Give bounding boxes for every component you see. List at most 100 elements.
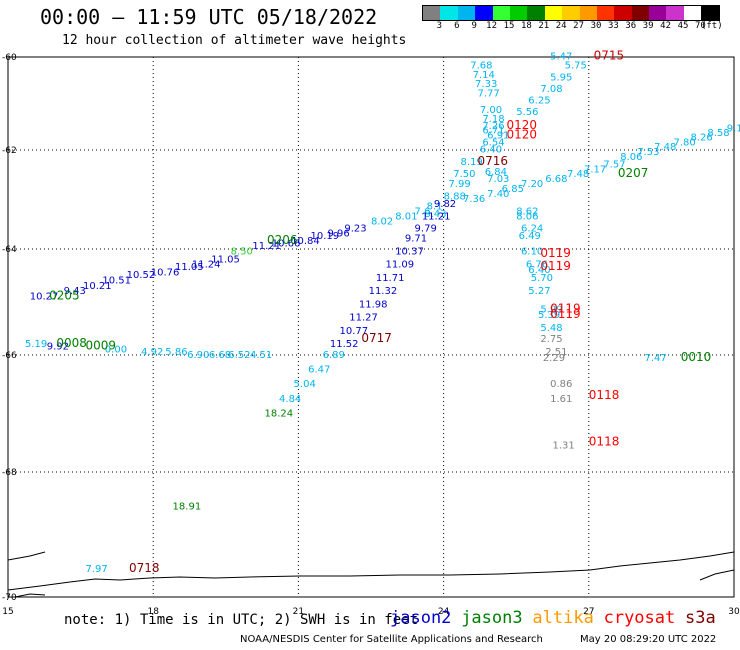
wave-height-value: 11.21 (252, 241, 281, 252)
wave-height-value: 7.68 (470, 61, 492, 72)
wave-height-value: 1.31 (553, 441, 575, 452)
wave-height-value: 6.91 (487, 130, 509, 141)
legend-jason3: jason3 (461, 608, 523, 628)
wave-height-value: 5.56 (516, 107, 538, 118)
lat-tick-label: -70 (2, 593, 17, 603)
colorbar-tick-label: 12 (486, 21, 498, 31)
wave-height-value: 10.21 (83, 281, 112, 292)
lon-tick-label: 21 (293, 607, 304, 617)
wave-height-value: 7.6 (415, 206, 431, 217)
wave-height-value: 5.19 (25, 339, 47, 350)
wave-height-value: 6.54 (482, 137, 504, 148)
wave-height-value: 8.06 (516, 211, 538, 222)
wave-height-value: 9.79 (415, 224, 437, 235)
wave-height-value: 10.66 (272, 239, 301, 250)
wave-height-value: 8.1 (427, 201, 443, 212)
colorbar-swatch (562, 6, 580, 20)
wave-height-value: 8.88 (444, 192, 466, 203)
wave-height-value: 8.06 (620, 152, 642, 163)
wave-height-value: 4.84 (279, 394, 301, 405)
wave-height-value: 6.90 (187, 350, 209, 361)
colorbar-swatch (492, 6, 510, 20)
wave-height-value: 10.76 (151, 268, 180, 279)
pass-time-label: 0119 (550, 302, 581, 316)
colorbar-swatch (666, 6, 684, 20)
wave-height-value: 2.29 (543, 353, 565, 364)
wave-height-value: 11.27 (349, 313, 378, 324)
wave-height-value: 11.09 (386, 260, 415, 271)
wave-height-value: 7.57 (603, 159, 625, 170)
wave-height-value: 11.05 (175, 262, 204, 273)
wave-height-value: 9.23 (344, 224, 366, 235)
wave-height-value: 7.00 (480, 105, 502, 116)
wave-height-value: 6.24 (521, 224, 543, 235)
wave-height-values: 5.475.755.957.086.255.56 7.687.147.337.77… (25, 51, 740, 575)
wave-height-value: 6.52 (228, 350, 250, 361)
wave-height-value: 5.04 (294, 379, 316, 390)
wave-height-value: 6.25 (528, 96, 550, 107)
wave-height-value: 5.86 (165, 347, 187, 358)
wave-height-value: 10.77 (340, 326, 369, 337)
legend-cryosat: cryosat (603, 608, 676, 628)
wave-height-value: 10.37 (395, 246, 424, 257)
antarctic-coastline (7, 551, 735, 598)
wave-height-value: 6.40 (480, 144, 502, 155)
wave-height-value: 7.50 (453, 169, 475, 180)
wave-height-value: 7.17 (584, 164, 606, 175)
colorbar-ticks: 3 6 9 12 15 18 21 24 27 30 33 36 39 42 45 70 (ft) (422, 21, 732, 35)
colorbar-swatch (475, 6, 493, 20)
axis-labels: 15 18 21 24 27 30 -60 -62 -64 -66 -68 -70 (2, 53, 740, 617)
legend-s3a: s3a (685, 608, 716, 628)
wave-height-value: 10.27 (30, 291, 59, 302)
wave-height-value: 2.75 (540, 334, 562, 345)
coastline-path (14, 593, 46, 598)
wave-height-value: 10.84 (291, 236, 320, 247)
pass-time-label: 0205 (49, 288, 80, 302)
colorbar-swatch (527, 6, 545, 20)
wave-height-value: 6.76 (526, 260, 548, 271)
lon-tick-label: 15 (2, 607, 13, 617)
lat-tick-label: -64 (2, 245, 17, 255)
lon-tick-label: 27 (583, 607, 594, 617)
wave-height-value: 6.40 (528, 265, 550, 276)
wave-height-value: 6.68 (209, 350, 231, 361)
colorbar-swatch (423, 6, 441, 20)
wave-height-value: 8.01 (395, 211, 417, 222)
colorbar-tick-label: 36 (625, 21, 637, 31)
wave-height-value: 1.61 (550, 394, 572, 405)
wave-height-value: 7.33 (475, 79, 497, 90)
wave-height-value: 7.48 (654, 142, 676, 153)
wave-height-value: 6.49 (519, 231, 541, 242)
colorbar-tick-label: 42 (660, 21, 672, 31)
colorbar-tick-label: 30 (590, 21, 602, 31)
pass-time-label: 0119 (540, 259, 571, 273)
wave-height-value: 6.85 (502, 184, 524, 195)
pass-time-label: 0718 (129, 561, 160, 575)
colorbar-tick-label: 39 (642, 21, 654, 31)
colorbar-swatch (596, 6, 615, 20)
wave-height-value: 6.68 (545, 174, 567, 185)
generated-timestamp: May 20 08:29:20 UTC 2022 (580, 634, 717, 645)
footer-note: note: 1) Time is in UTC; 2) SWH is in fe… (64, 612, 419, 628)
wave-height-value: 7.80 (674, 137, 696, 148)
wave-height-value: 11.52 (330, 339, 359, 350)
wave-height-value: 9.1 (727, 123, 740, 134)
pass-time-label: 0715 (594, 48, 625, 62)
wave-height-value: 9.43 (64, 286, 86, 297)
lat-tick-label: -66 (2, 351, 17, 361)
wave-height-value: 2.51 (545, 347, 567, 358)
wave-height-value: 6.84 (485, 167, 507, 178)
pass-time-label: 0206 (267, 233, 298, 247)
wave-height-value: 6.10 (521, 246, 543, 257)
colorbar-tick-label: 24 (555, 21, 567, 31)
lat-lon-grid (7, 56, 735, 598)
wave-height-value: 5.48 (540, 323, 562, 334)
coastline-path (7, 551, 46, 561)
coastline-path (699, 569, 735, 581)
pass-time-label: 0120 (507, 127, 538, 141)
wave-height-value: 7.40 (487, 189, 509, 200)
lon-tick-label: 18 (147, 607, 159, 617)
wave-height-value: 7.14 (473, 70, 495, 81)
colorbar-tick-label: 21 (538, 21, 550, 31)
wave-height-value: 8.19 (461, 157, 483, 168)
